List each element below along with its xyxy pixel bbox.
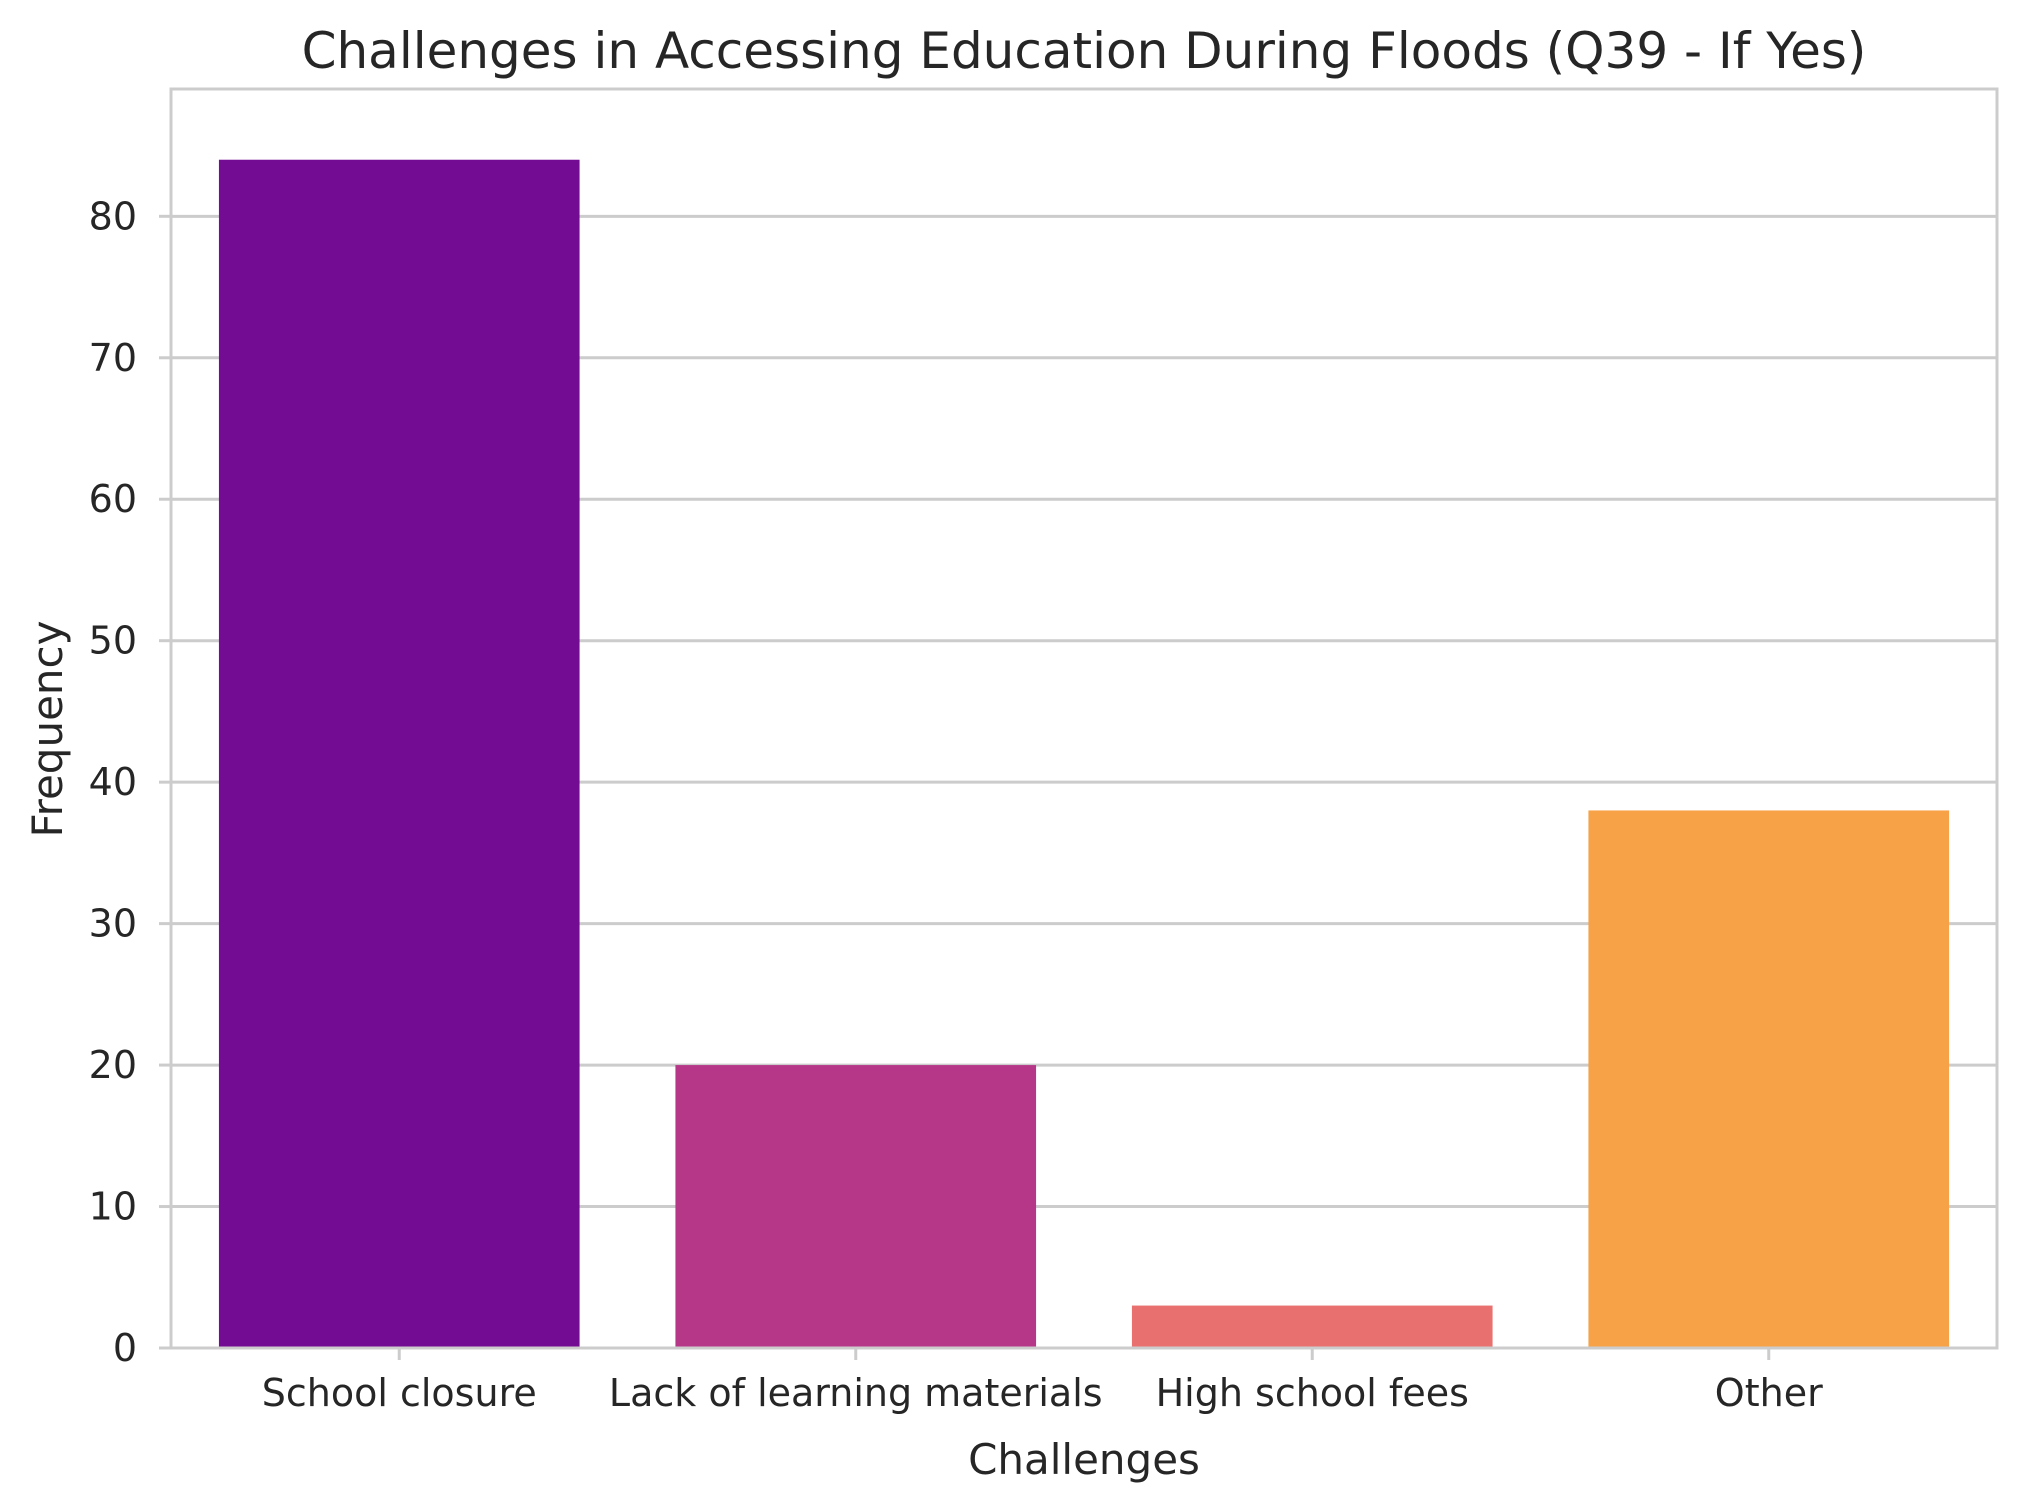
bar-school-closure: [218, 159, 580, 1348]
bars: [218, 159, 1950, 1348]
y-tick-label: 50: [89, 619, 137, 663]
y-tick-label: 60: [89, 477, 137, 521]
chart-title: Challenges in Accessing Education During…: [302, 22, 1867, 80]
y-tick-label: 40: [89, 760, 137, 804]
y-tick-label: 30: [89, 902, 137, 946]
x-tick-label: Lack of learning materials: [609, 1371, 1103, 1415]
y-tick-label: 70: [89, 336, 137, 380]
bar-lack-of-learning-materials: [675, 1065, 1037, 1348]
x-axis-ticks: School closure Lack of learning materials…: [262, 1348, 1823, 1415]
plot-frame: [169, 87, 1999, 1350]
y-tick-label: 20: [89, 1043, 137, 1087]
y-tick-label: 10: [89, 1185, 137, 1229]
x-tick-label: School closure: [262, 1371, 537, 1415]
x-axis-label: Challenges: [968, 1435, 1200, 1484]
y-tick-label: 0: [113, 1326, 137, 1370]
y-axis-label: Frequency: [23, 621, 72, 838]
y-axis-ticks: 0 10 20 30 40 50 60 70 80: [89, 194, 171, 1370]
y-tick-label: 80: [89, 194, 137, 238]
x-tick-label: Other: [1715, 1371, 1823, 1415]
bar-high-school-fees: [1131, 1305, 1493, 1348]
bar-other: [1588, 810, 1950, 1348]
x-tick-label: High school fees: [1156, 1371, 1469, 1415]
